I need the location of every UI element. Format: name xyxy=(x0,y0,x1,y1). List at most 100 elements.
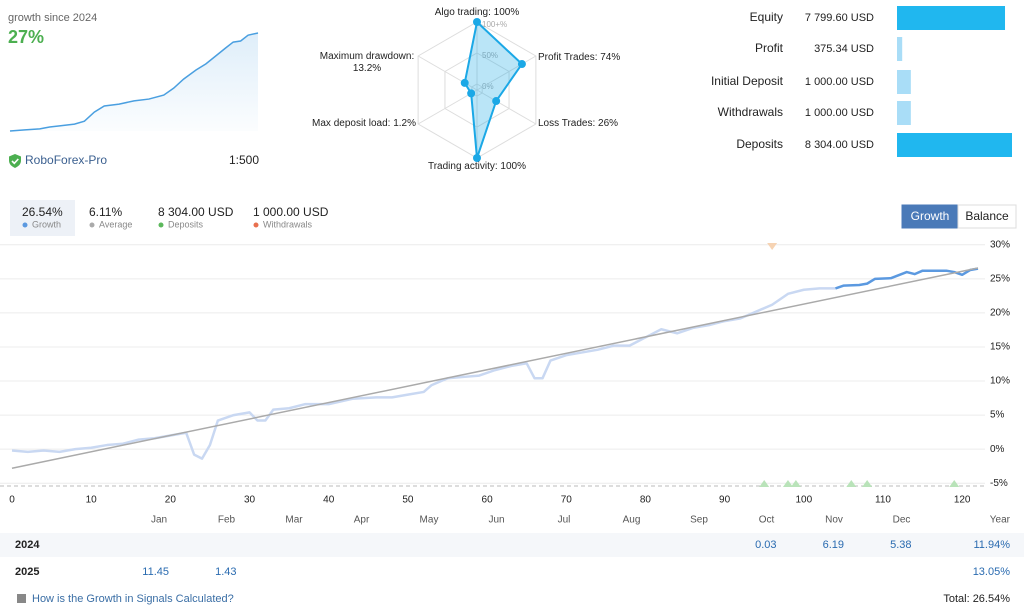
stat-dot xyxy=(158,222,164,228)
balance-label: Profit xyxy=(755,41,784,55)
balance-label: Withdrawals xyxy=(718,105,783,119)
radar-label-value: 100% xyxy=(494,7,520,18)
y-tick-label: 20% xyxy=(990,308,1010,319)
row-band xyxy=(0,533,1024,557)
header-title: growth since 2024 xyxy=(8,12,97,24)
table-cell: 13.05% xyxy=(973,566,1011,578)
radar-point xyxy=(467,89,476,98)
deposit-marker xyxy=(949,480,960,487)
radar-point xyxy=(460,78,469,87)
x-tick-label: 0 xyxy=(9,495,15,506)
radar-label-name: Loss Trades: xyxy=(538,118,595,129)
balance-value: 1 000.00 USD xyxy=(805,107,874,119)
radar-label-name: Trading activity: xyxy=(428,161,498,172)
balance-label: Initial Deposit xyxy=(711,74,784,88)
month-header: Dec xyxy=(893,515,911,526)
radar-spoke xyxy=(417,89,478,125)
balance-value: 375.34 USD xyxy=(814,43,874,55)
balance-label: Equity xyxy=(750,10,783,24)
withdrawal-marker xyxy=(767,243,778,250)
radar-point xyxy=(473,18,481,26)
x-tick-label: 40 xyxy=(323,495,335,506)
month-header: Feb xyxy=(218,515,236,526)
x-tick-label: 110 xyxy=(875,495,891,506)
radar-point xyxy=(517,60,526,69)
y-tick-label: 15% xyxy=(990,342,1010,353)
total: Total: 26.54% xyxy=(943,593,1010,605)
x-tick-label: 10 xyxy=(86,495,98,506)
radar-label-value: 74% xyxy=(600,52,620,63)
sparkline-area xyxy=(10,33,258,131)
radar-label-value: 100% xyxy=(500,161,526,172)
y-tick-label: 5% xyxy=(990,410,1005,421)
stat-label: Average xyxy=(99,219,132,229)
y-tick-label: 10% xyxy=(990,376,1010,387)
radar-tick-label: 50% xyxy=(482,51,498,60)
balance-value: 8 304.00 USD xyxy=(805,139,874,151)
x-tick-label: 90 xyxy=(719,495,731,506)
radar-spoke xyxy=(476,55,537,91)
deposit-marker xyxy=(782,480,793,487)
stat-label: Withdrawals xyxy=(263,219,313,229)
radar-tick-label: 100+% xyxy=(482,20,507,29)
radar-label-value: 26% xyxy=(598,118,618,129)
balance-value: 7 799.60 USD xyxy=(805,12,874,24)
radar-label-value: 1.2% xyxy=(393,118,416,129)
table-cell: 11.45 xyxy=(142,566,169,578)
table-cell: 6.19 xyxy=(823,539,844,551)
info-icon xyxy=(17,594,26,603)
month-header: Jul xyxy=(558,515,571,526)
verified-icon xyxy=(9,154,21,168)
balance-bar xyxy=(897,133,1012,157)
x-tick-label: 70 xyxy=(561,495,573,506)
radar-label-name: Algo trading: xyxy=(435,7,491,18)
month-header: Jan xyxy=(151,515,167,526)
series-line xyxy=(835,267,979,290)
balance-bar xyxy=(897,70,911,94)
table-cell: 0.03 xyxy=(755,539,776,551)
radar-label-name: Max deposit load: xyxy=(312,118,390,129)
month-header: May xyxy=(420,515,439,526)
radar-label: Loss Trades: 26% xyxy=(538,118,618,129)
radar-label: Profit Trades: 74% xyxy=(538,52,620,63)
stat-label: Growth xyxy=(32,219,61,229)
x-tick-label: 60 xyxy=(482,495,494,506)
radar-label: Max deposit load: 1.2% xyxy=(312,118,416,129)
stat-label: Deposits xyxy=(168,219,204,229)
table-cell: 1.43 xyxy=(215,566,236,578)
radar-spoke xyxy=(476,89,537,125)
month-header: Year xyxy=(990,515,1011,526)
toggle-label[interactable]: Balance xyxy=(965,209,1009,223)
radar-tick-label: 0% xyxy=(482,82,494,91)
radar-label: Maximum drawdown: 13.2% xyxy=(320,51,414,74)
stat-value: 8 304.00 USD xyxy=(158,205,234,219)
balance-bar xyxy=(897,6,1006,30)
stat-dot xyxy=(22,222,28,228)
month-header: Apr xyxy=(354,515,370,526)
toggle-label[interactable]: Growth xyxy=(911,209,950,223)
broker[interactable]: RoboForex-Pro xyxy=(25,153,107,167)
toggle-button[interactable] xyxy=(957,204,1017,229)
deposit-marker xyxy=(846,480,857,487)
radar-label-name: Maximum drawdown: xyxy=(320,51,414,62)
x-tick-label: 100 xyxy=(795,495,812,506)
balance-bar xyxy=(897,37,903,61)
table-cell: 5.38 xyxy=(890,539,911,551)
sparkline xyxy=(9,32,259,132)
month-header: Oct xyxy=(759,515,775,526)
balance-label: Deposits xyxy=(736,137,783,151)
leverage: 1:500 xyxy=(229,153,259,167)
stat-dot xyxy=(253,222,259,228)
month-header: Sep xyxy=(690,515,708,526)
series-line xyxy=(11,267,979,469)
balance-bar xyxy=(897,101,911,125)
stat-value: 26.54% xyxy=(22,205,63,219)
help-link[interactable]: How is the Growth in Signals Calculated? xyxy=(32,593,234,605)
y-tick-label: 30% xyxy=(990,239,1010,250)
month-header: Mar xyxy=(285,515,303,526)
month-header: Nov xyxy=(825,515,843,526)
y-tick-label: -5% xyxy=(990,478,1008,489)
table-cell: 11.94% xyxy=(974,539,1011,551)
